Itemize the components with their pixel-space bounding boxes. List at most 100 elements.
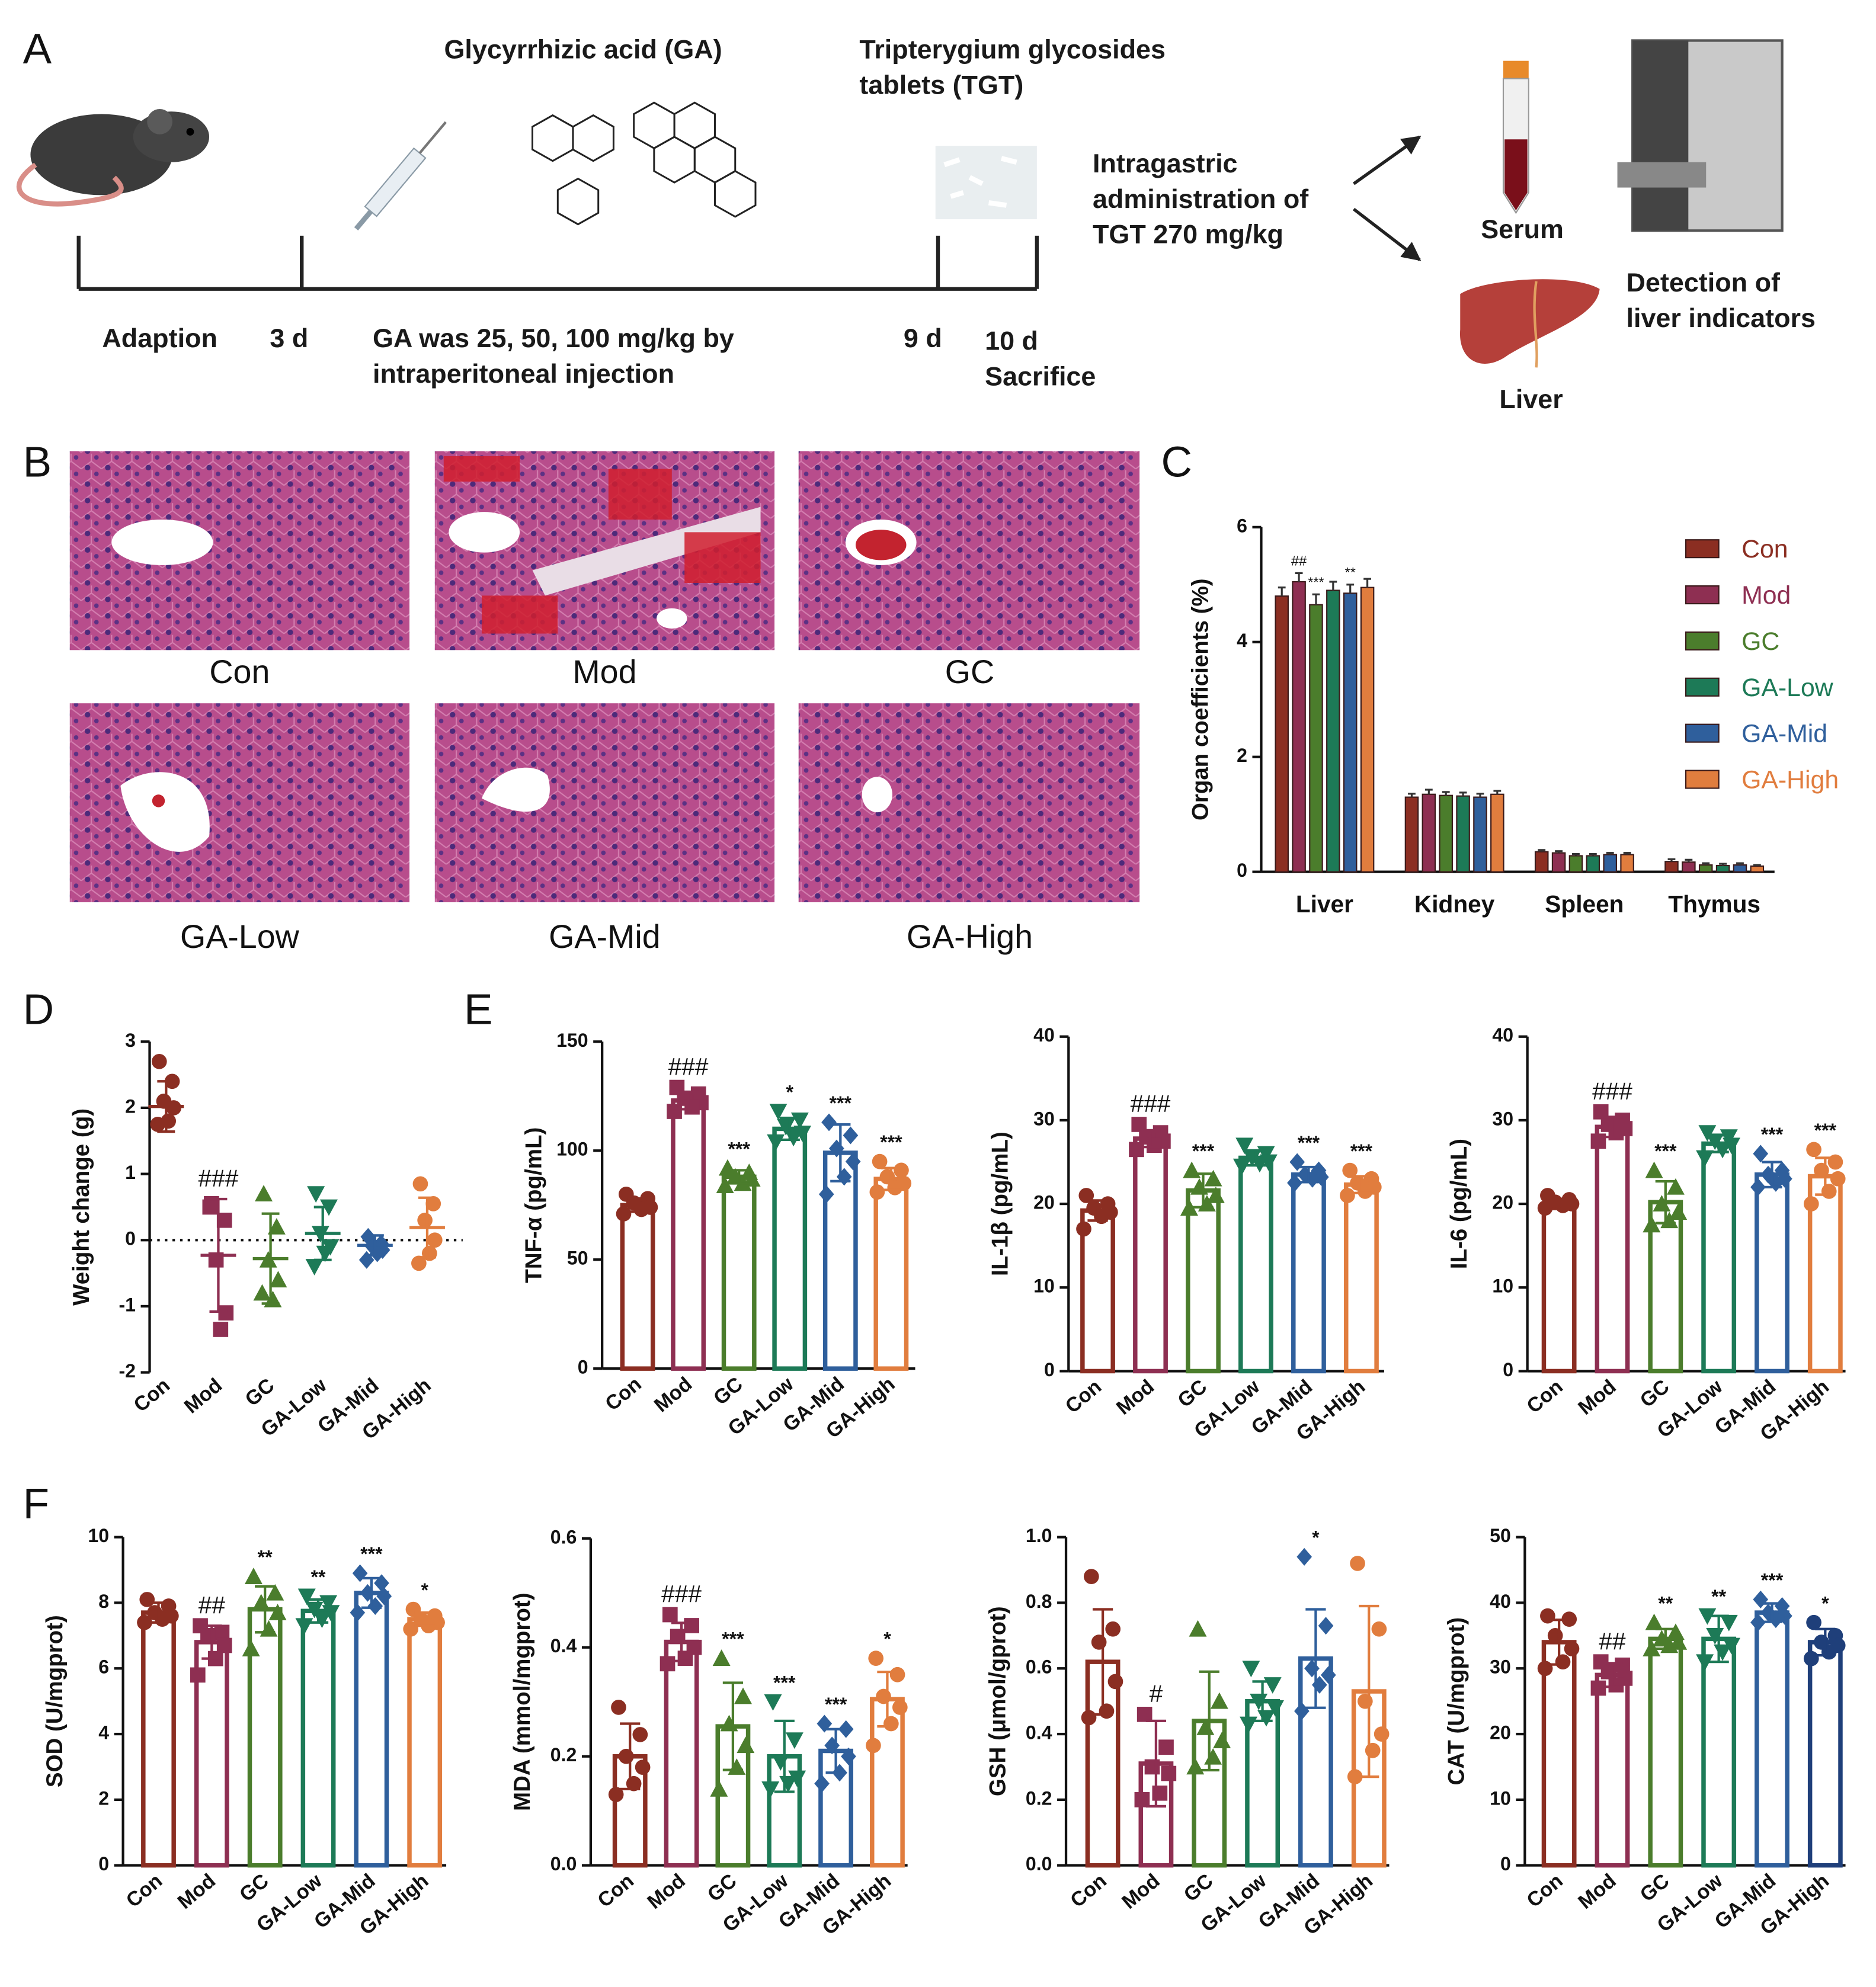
label: GA-Mid [549,918,660,955]
y-axis-label: GSH (μmol/gprot) [985,1606,1010,1796]
data-point [1720,1614,1738,1632]
data-point [1821,1644,1837,1660]
bar [1344,1182,1379,1374]
bar [1404,796,1419,873]
bar [873,1177,909,1371]
data-point [1821,1184,1837,1199]
bar [1755,1610,1789,1868]
data-point [1753,1590,1769,1608]
y-tick-label: 40 [1490,1591,1511,1612]
data-point [1350,1556,1365,1571]
annotation: ** [1658,1592,1673,1614]
y-tick-label: 2 [1237,745,1247,766]
y-axis-label: CAT (U/mgprot) [1444,1617,1470,1786]
data-point [1696,1150,1714,1167]
legend-swatch [1685,539,1720,559]
data-point [1645,1161,1663,1178]
panel-letter: D [23,985,55,1033]
bar [1309,604,1323,873]
data-point [305,1259,324,1275]
annotation: * [883,1629,891,1650]
bar [1292,581,1306,873]
data-point [1537,1661,1553,1677]
data-point [1091,1635,1107,1650]
x-tick-label: Mod [180,1374,226,1418]
bar [1541,1201,1577,1374]
bar [300,1608,336,1868]
data-point [1696,1654,1714,1671]
data-point [1342,1162,1358,1178]
bar [407,1617,443,1868]
bar [1541,1640,1577,1868]
data-point [1669,1203,1688,1220]
x-tick-label: GC [703,1870,741,1906]
y-tick-label: 10 [1492,1275,1513,1297]
data-point [1643,1216,1661,1233]
data-point [411,1255,427,1271]
bar [1701,1636,1737,1868]
data-point [316,1245,334,1262]
y-axis-label: Organ coefficients (%) [1188,578,1214,821]
y-tick-label: 0.4 [1026,1722,1052,1744]
legend-label: GA-Low [1741,674,1833,702]
data-point [1615,1657,1630,1673]
bar [1326,589,1340,873]
y-tick-label: 0 [98,1853,109,1874]
legend-swatch [1685,770,1720,789]
x-tick-label: Con [594,1870,638,1912]
y-tick-label: 10 [88,1525,109,1546]
data-point [242,1640,260,1656]
y-tick-label: 10 [1490,1787,1511,1809]
y-tick-label: 1.0 [1026,1525,1052,1546]
x-tick-label: GC [1636,1375,1674,1412]
bar [1551,852,1566,873]
schematic: Glycyrrhizic acid (GA) Tripterygium glyc… [16,34,1816,414]
data-point [618,1748,634,1764]
label: Mod [572,653,636,690]
histology: Con Mod GC GA-Low GA-Mid GA-High [69,451,1140,955]
data-point [876,1688,891,1704]
annotation: *** [773,1672,796,1693]
annotation: ** [258,1547,273,1568]
data-point [1232,1158,1251,1175]
x-tick-label: Mod [1118,1870,1164,1914]
y-axis-label: IL-1β (pg/mL) [988,1132,1013,1276]
bar [671,1098,706,1371]
annotation: ## [1291,553,1307,569]
data-point [889,1666,905,1682]
data-point [1806,1614,1821,1630]
label: Con [209,653,270,690]
data-point [412,1176,428,1192]
label: 9 d [904,323,942,353]
bar [620,1203,655,1371]
y-tick-label: 0.6 [1026,1656,1052,1678]
data-point [1723,1637,1741,1655]
label: Serum [1481,214,1564,244]
data-point [635,1760,651,1775]
x-tick-label: Spleen [1545,890,1624,918]
annotation: *** [1654,1140,1677,1162]
bar [664,1639,699,1868]
bar [1595,1672,1630,1868]
annotation: *** [722,1629,744,1650]
data-point [790,1112,809,1129]
bar [1568,855,1583,873]
data-point [1564,1641,1580,1656]
data-point [1537,1200,1553,1216]
data-point [718,1159,737,1176]
data-point [151,1053,167,1069]
data-point [769,1104,787,1120]
bar [1648,1636,1683,1868]
x-tick-label: Con [1066,1870,1110,1912]
panel-letter: C [1161,438,1192,486]
data-point [841,1747,856,1765]
data-point [632,1727,648,1742]
annotation: *** [1761,1570,1784,1591]
data-point [1137,1706,1153,1722]
bar [1291,1172,1326,1374]
data-point [1698,1608,1717,1625]
data-point [818,1185,834,1203]
data-point [1152,1785,1168,1801]
data-point [1723,1137,1741,1155]
bar [1682,861,1696,873]
